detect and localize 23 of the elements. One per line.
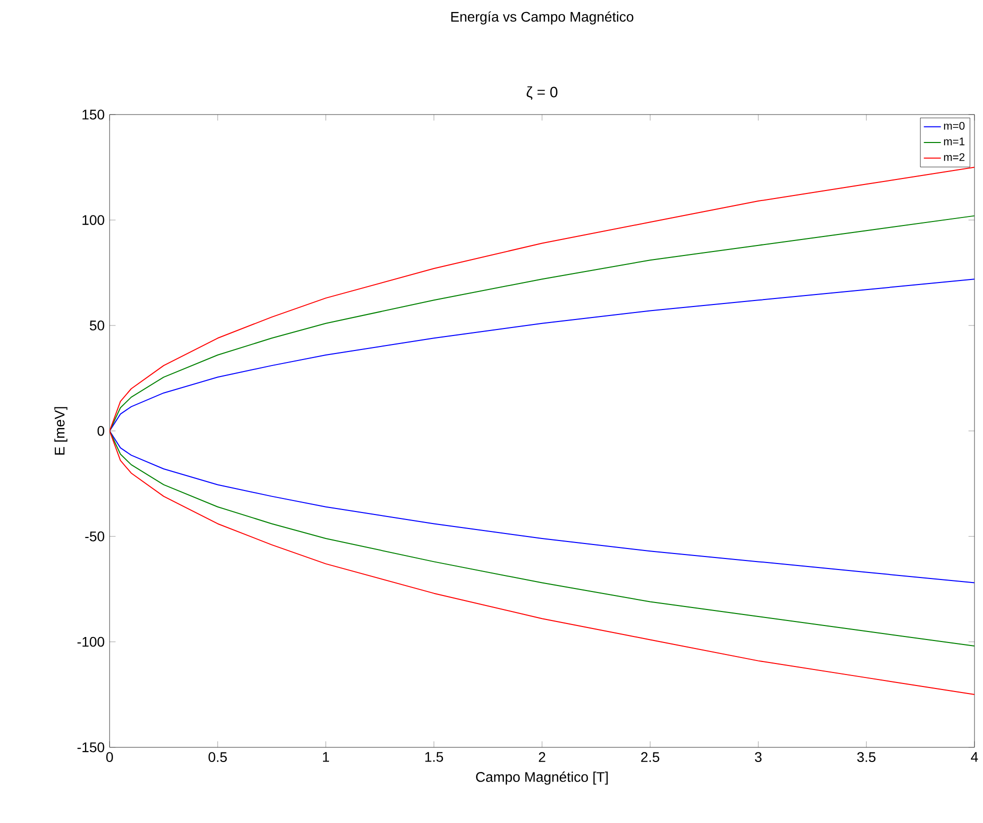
y-tick-label: 100 <box>82 215 104 225</box>
x-tick-label: 3 <box>754 752 762 762</box>
y-tick-label: -100 <box>77 636 104 647</box>
x-tick-label: 2.5 <box>641 752 660 762</box>
x-tick-label: 4 <box>970 752 978 762</box>
x-tick-label: 1.5 <box>425 752 444 762</box>
y-tick-label: -150 <box>77 742 104 752</box>
legend-label: m=1 <box>944 138 964 146</box>
y-tick-label: 0 <box>98 426 104 436</box>
y-tick-label: 150 <box>82 110 104 120</box>
y-tick-label: -50 <box>85 531 104 542</box>
legend-label: m=0 <box>944 122 965 130</box>
chart-subtitle: ζ = 0 <box>526 86 558 100</box>
x-tick-label: 2 <box>538 752 546 762</box>
y-axis-title: E [meV] <box>54 407 68 455</box>
x-tick-label: 0.5 <box>208 752 227 762</box>
legend-label: m=2 <box>944 153 964 161</box>
x-axis-title: Campo Magnético [T] <box>476 772 608 785</box>
chart-title: Energía vs Campo Magnético <box>451 11 634 24</box>
x-tick-label: 0 <box>106 752 113 762</box>
y-tick-label: 50 <box>90 320 104 330</box>
x-tick-label: 1 <box>323 752 330 762</box>
x-tick-label: 3.5 <box>857 752 876 762</box>
